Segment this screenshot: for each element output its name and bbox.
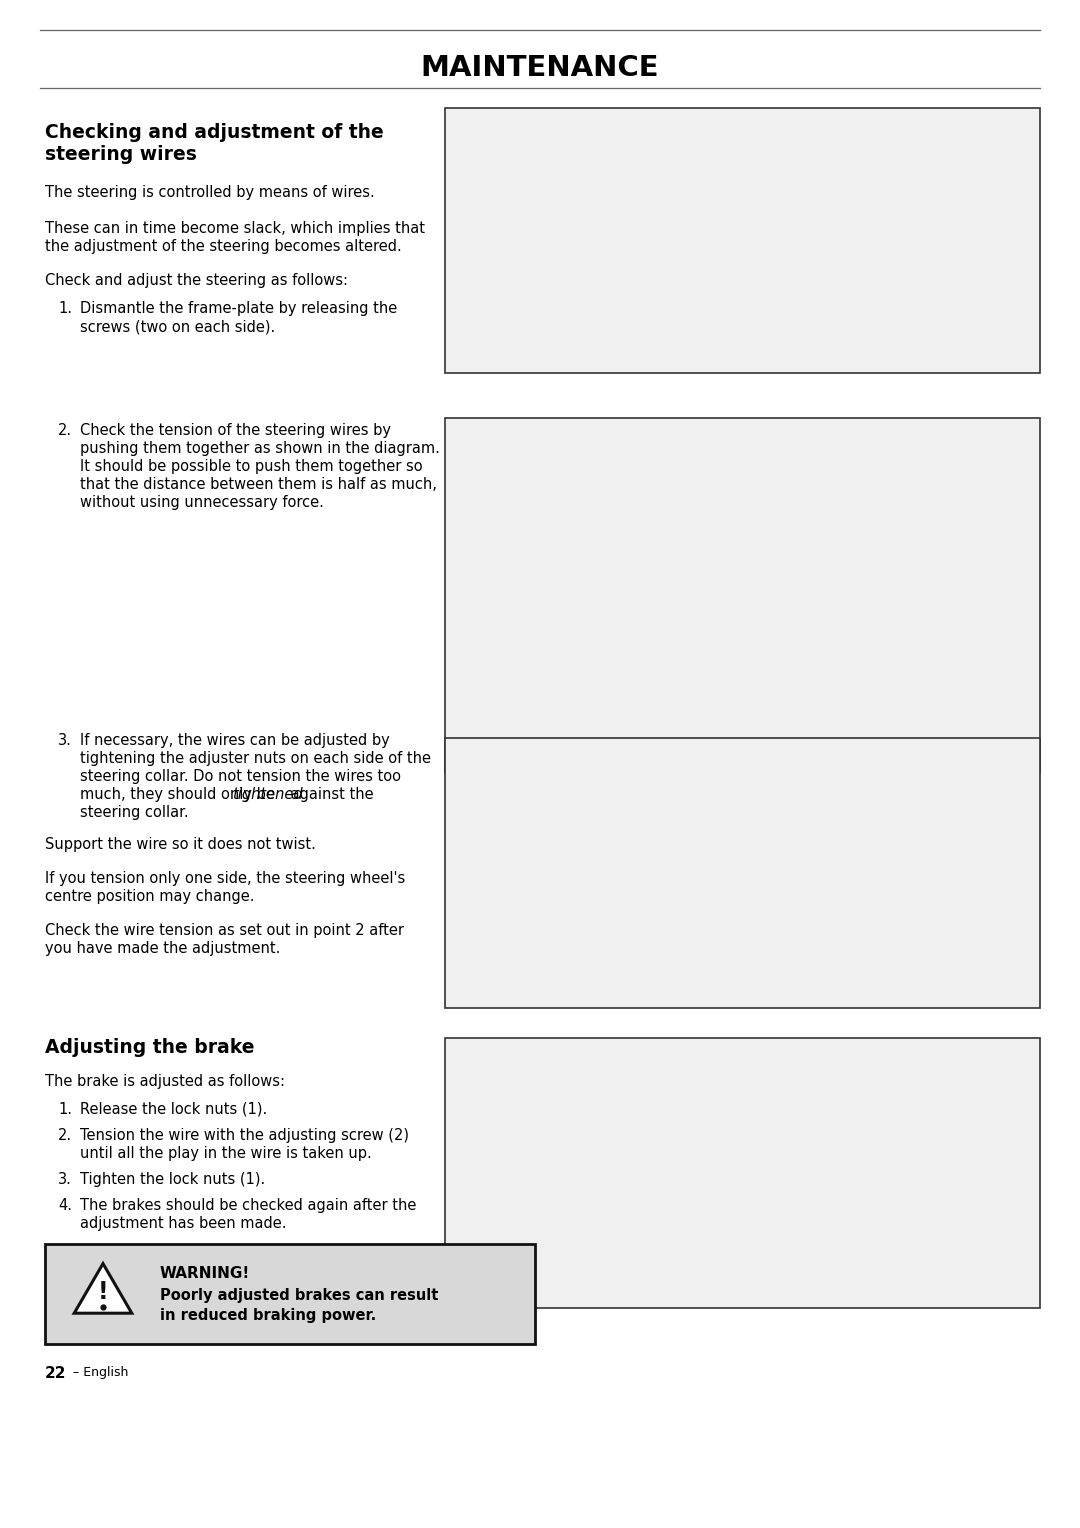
Text: 2.: 2. (58, 1128, 72, 1143)
Text: the adjustment of the steering becomes altered.: the adjustment of the steering becomes a… (45, 238, 402, 254)
FancyBboxPatch shape (45, 1244, 535, 1345)
Text: 3.: 3. (58, 733, 72, 749)
FancyBboxPatch shape (445, 1038, 1040, 1308)
Text: Tension the wire with the adjusting screw (2): Tension the wire with the adjusting scre… (80, 1128, 409, 1143)
Text: 1.: 1. (58, 1102, 72, 1117)
FancyBboxPatch shape (445, 108, 1040, 373)
Text: Check the wire tension as set out in point 2 after: Check the wire tension as set out in poi… (45, 923, 404, 938)
Text: centre position may change.: centre position may change. (45, 889, 255, 905)
Text: against the: against the (286, 787, 374, 802)
Text: steering collar.: steering collar. (80, 805, 189, 821)
Text: Poorly adjusted brakes can result: Poorly adjusted brakes can result (160, 1288, 438, 1303)
Text: Check and adjust the steering as follows:: Check and adjust the steering as follows… (45, 274, 348, 287)
Text: If necessary, the wires can be adjusted by: If necessary, the wires can be adjusted … (80, 733, 390, 749)
Text: 4.: 4. (58, 1198, 72, 1213)
Polygon shape (75, 1264, 132, 1313)
Text: 2.: 2. (58, 423, 72, 439)
Text: Support the wire so it does not twist.: Support the wire so it does not twist. (45, 837, 315, 853)
Text: until all the play in the wire is taken up.: until all the play in the wire is taken … (80, 1146, 372, 1161)
Text: The steering is controlled by means of wires.: The steering is controlled by means of w… (45, 185, 375, 200)
Text: in reduced braking power.: in reduced braking power. (160, 1308, 376, 1323)
Text: Tighten the lock nuts (1).: Tighten the lock nuts (1). (80, 1172, 266, 1187)
Text: Checking and adjustment of the: Checking and adjustment of the (45, 122, 383, 142)
Text: screws (two on each side).: screws (two on each side). (80, 319, 275, 335)
Text: that the distance between them is half as much,: that the distance between them is half a… (80, 477, 437, 492)
Text: pushing them together as shown in the diagram.: pushing them together as shown in the di… (80, 442, 440, 455)
Text: WARNING!: WARNING! (160, 1267, 251, 1280)
Text: Check the tension of the steering wires by: Check the tension of the steering wires … (80, 423, 391, 439)
Text: It should be possible to push them together so: It should be possible to push them toget… (80, 458, 422, 474)
Text: Adjusting the brake: Adjusting the brake (45, 1038, 255, 1057)
Text: MAINTENANCE: MAINTENANCE (421, 53, 659, 83)
Text: without using unnecessary force.: without using unnecessary force. (80, 495, 324, 510)
Text: you have made the adjustment.: you have made the adjustment. (45, 941, 281, 957)
Text: tightening the adjuster nuts on each side of the: tightening the adjuster nuts on each sid… (80, 750, 431, 766)
Text: 22: 22 (45, 1366, 67, 1381)
Text: 1.: 1. (58, 301, 72, 316)
Text: 3.: 3. (58, 1172, 72, 1187)
Text: tightened: tightened (232, 787, 302, 802)
FancyBboxPatch shape (445, 738, 1040, 1008)
Text: Dismantle the frame-plate by releasing the: Dismantle the frame-plate by releasing t… (80, 301, 397, 316)
Text: adjustment has been made.: adjustment has been made. (80, 1216, 286, 1232)
FancyBboxPatch shape (445, 419, 1040, 773)
Text: If you tension only one side, the steering wheel's: If you tension only one side, the steeri… (45, 871, 405, 886)
Text: The brake is adjusted as follows:: The brake is adjusted as follows: (45, 1074, 285, 1089)
Text: The brakes should be checked again after the: The brakes should be checked again after… (80, 1198, 417, 1213)
Text: Release the lock nuts (1).: Release the lock nuts (1). (80, 1102, 267, 1117)
Text: !: ! (97, 1280, 108, 1303)
Text: – English: – English (73, 1366, 129, 1378)
Text: much, they should only be: much, they should only be (80, 787, 280, 802)
Text: steering wires: steering wires (45, 145, 197, 163)
Text: These can in time become slack, which implies that: These can in time become slack, which im… (45, 222, 426, 235)
Text: steering collar. Do not tension the wires too: steering collar. Do not tension the wire… (80, 769, 401, 784)
